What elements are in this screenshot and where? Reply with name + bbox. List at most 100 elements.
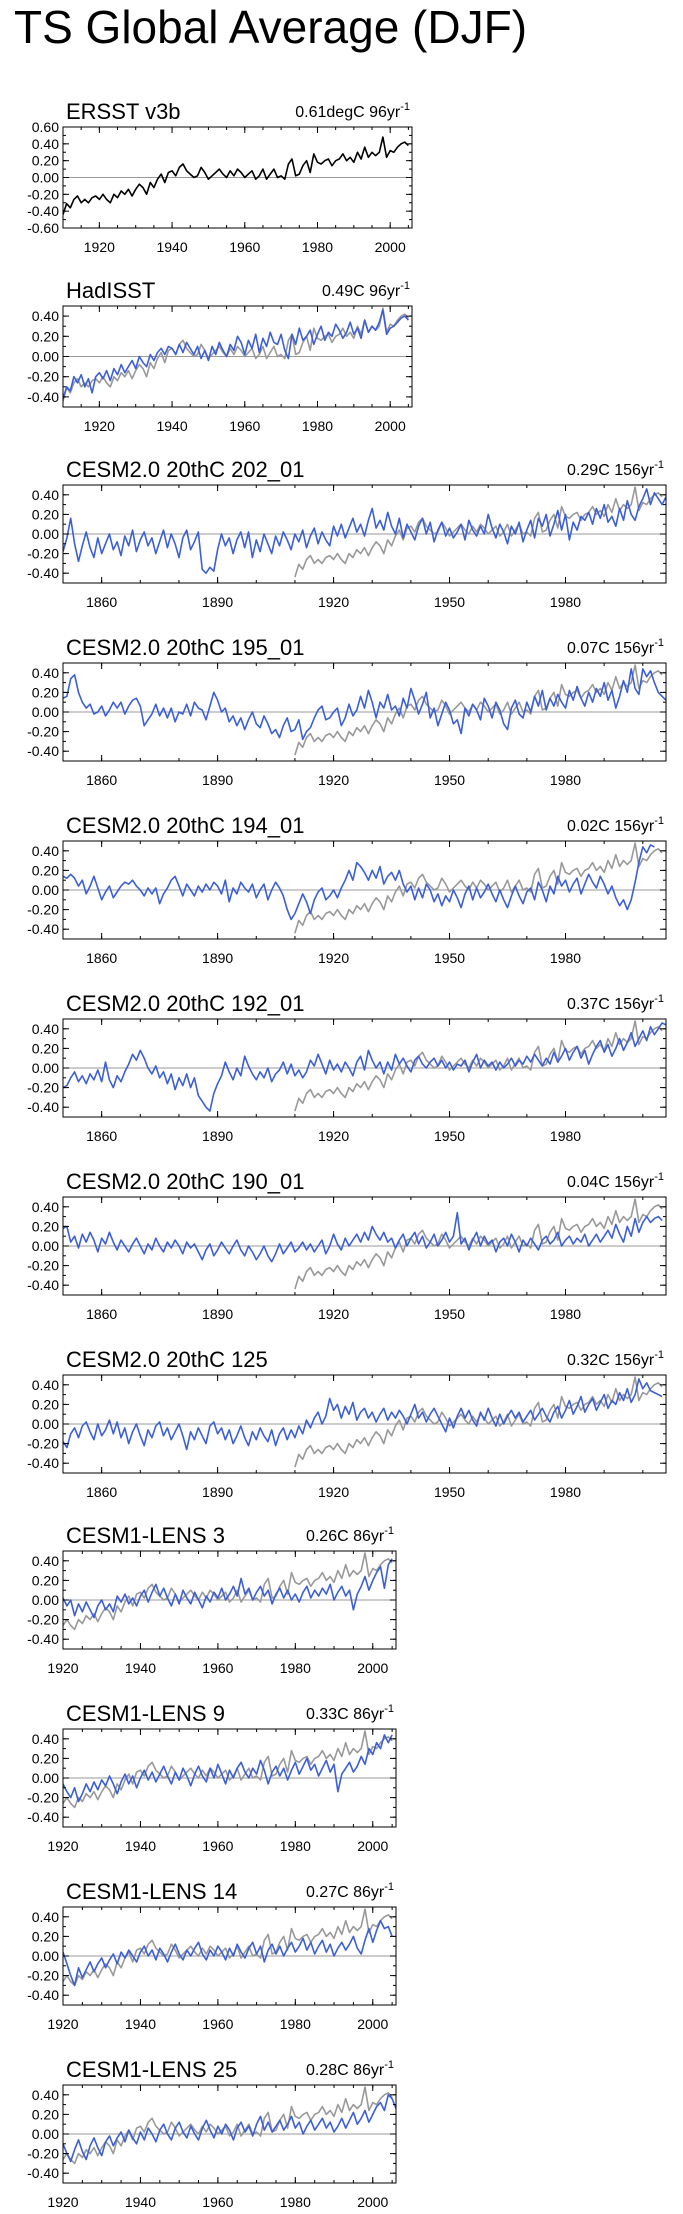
x-tick-label: 1920 [318, 594, 349, 610]
trend-label: 0.49C 96yr-1 [322, 280, 410, 300]
chart-panel-6: CESM2.0 20thC 190_01 0.04C 156yr-1 0.40 0.2… [27, 1169, 667, 1322]
panel-title: CESM2.0 20thC 202_01 [66, 457, 305, 482]
y-tick-label: 0.20 [32, 1750, 59, 1766]
y-tick-label: 0.00 [32, 170, 59, 186]
y-tick-label: 0.20 [32, 684, 59, 700]
series-line-blue [63, 1022, 666, 1112]
y-tick-label: -0.20 [27, 2146, 59, 2162]
y-tick-label: -0.60 [27, 220, 59, 236]
series-line-blue [63, 1558, 393, 1619]
x-tick-label: 1940 [156, 418, 187, 434]
y-tick-label: 0.40 [32, 136, 59, 152]
trend-label: 0.27C 86yr-1 [306, 1881, 394, 1901]
x-tick-label: 1980 [550, 1306, 581, 1322]
x-tick-label: 1960 [202, 2016, 233, 2032]
y-tick-label: 0.40 [32, 843, 59, 859]
x-tick-label: 1860 [86, 1306, 117, 1322]
y-tick-label: 0.20 [32, 1040, 59, 1056]
y-tick-label: -0.40 [27, 921, 59, 937]
x-tick-label: 1890 [202, 1128, 233, 1144]
x-tick-label: 1950 [434, 594, 465, 610]
x-tick-label: 1960 [202, 2194, 233, 2210]
y-tick-label: -0.40 [27, 2165, 59, 2181]
chart-panel-11: CESM1-LENS 25 0.28C 86yr-1 0.40 0.20 0.00 -0.… [27, 2057, 397, 2210]
x-tick-label: 1920 [84, 418, 115, 434]
y-tick-label: 0.20 [32, 328, 59, 344]
x-tick-label: 1860 [86, 772, 117, 788]
series-line-grey [63, 1730, 393, 1809]
series-line-blue [63, 844, 655, 921]
x-tick-label: 1890 [202, 1306, 233, 1322]
series-line-blue [63, 1378, 663, 1451]
chart-panel-4: CESM2.0 20thC 194_01 0.02C 156yr-1 0.40 0.2… [27, 813, 667, 966]
x-tick-label: 1980 [550, 1484, 581, 1500]
x-tick-label: 1960 [202, 1838, 233, 1854]
panel-title: CESM2.0 20thC 195_01 [66, 635, 305, 660]
x-tick-label: 1890 [202, 950, 233, 966]
x-tick-label: 1980 [302, 239, 333, 255]
y-tick-label: 0.00 [32, 1592, 59, 1608]
x-tick-label: 1920 [47, 2194, 78, 2210]
panel-title: CESM2.0 20thC 190_01 [66, 1169, 305, 1194]
panel-title: HadISST [66, 278, 155, 303]
x-tick-label: 1980 [280, 1660, 311, 1676]
page-title: TS Global Average (DJF) [14, 1, 528, 53]
y-tick-label: 0.20 [32, 1396, 59, 1412]
y-tick-label: 0.00 [32, 1416, 59, 1432]
x-tick-label: 1980 [280, 2194, 311, 2210]
x-tick-label: 1940 [125, 2194, 156, 2210]
series-line-grey [63, 307, 409, 402]
y-tick-label: -0.40 [27, 1099, 59, 1115]
series-line-grey [294, 486, 663, 578]
y-tick-label: 0.40 [32, 1909, 59, 1925]
x-tick-label: 1920 [318, 950, 349, 966]
x-tick-label: 1920 [318, 1306, 349, 1322]
panel-title: CESM2.0 20thC 125 [66, 1347, 268, 1372]
panel-title: ERSST v3b [66, 99, 181, 124]
x-tick-label: 1980 [550, 950, 581, 966]
x-tick-label: 1890 [202, 772, 233, 788]
x-tick-label: 2000 [375, 418, 406, 434]
y-tick-label: 0.20 [32, 1218, 59, 1234]
x-tick-label: 1920 [47, 1660, 78, 1676]
trend-label: 0.33C 86yr-1 [306, 1703, 394, 1723]
y-tick-label: 0.40 [32, 2087, 59, 2103]
trend-label: 0.37C 156yr-1 [567, 993, 664, 1013]
y-tick-label: -0.40 [27, 1631, 59, 1647]
y-tick-label: 0.20 [32, 1572, 59, 1588]
x-tick-label: 1960 [202, 1660, 233, 1676]
y-tick-label: 0.00 [32, 1948, 59, 1964]
y-tick-label: 0.40 [32, 1553, 59, 1569]
y-tick-label: -0.20 [27, 902, 59, 918]
x-tick-label: 1940 [125, 2016, 156, 2032]
x-tick-label: 1940 [125, 1660, 156, 1676]
chart-panel-10: CESM1-LENS 14 0.27C 86yr-1 0.40 0.20 0.00 -0.… [27, 1879, 397, 2032]
trend-label: 0.07C 156yr-1 [567, 637, 664, 657]
y-tick-label: -0.40 [27, 389, 59, 405]
panel-title: CESM1-LENS 25 [66, 2057, 237, 2082]
trend-label: 0.61degC 96yr-1 [295, 101, 410, 121]
x-tick-label: 1860 [86, 1484, 117, 1500]
y-tick-label: 0.00 [32, 1060, 59, 1076]
y-tick-label: -0.40 [27, 1987, 59, 2003]
series-line-grey [63, 1908, 393, 1987]
y-tick-label: 0.40 [32, 1377, 59, 1393]
y-tick-label: 0.40 [32, 665, 59, 681]
x-tick-label: 2000 [357, 2016, 388, 2032]
y-tick-label: 0.00 [32, 1770, 59, 1786]
x-tick-label: 2000 [375, 239, 406, 255]
x-tick-label: 1860 [86, 594, 117, 610]
y-tick-label: 0.20 [32, 153, 59, 169]
panel-title: CESM1-LENS 3 [66, 1523, 225, 1548]
y-tick-label: -0.20 [27, 1436, 59, 1452]
y-tick-label: 0.40 [32, 308, 59, 324]
series-line-grey [294, 842, 663, 934]
y-tick-label: 0.40 [32, 1731, 59, 1747]
chart-panel-8: CESM1-LENS 3 0.26C 86yr-1 0.40 0.20 0.00 -0.2… [27, 1523, 397, 1676]
x-tick-label: 1980 [550, 1128, 581, 1144]
y-tick-label: 0.40 [32, 487, 59, 503]
y-tick-label: -0.20 [27, 369, 59, 385]
y-tick-label: 0.60 [32, 119, 59, 135]
trend-label: 0.28C 86yr-1 [306, 2059, 394, 2079]
